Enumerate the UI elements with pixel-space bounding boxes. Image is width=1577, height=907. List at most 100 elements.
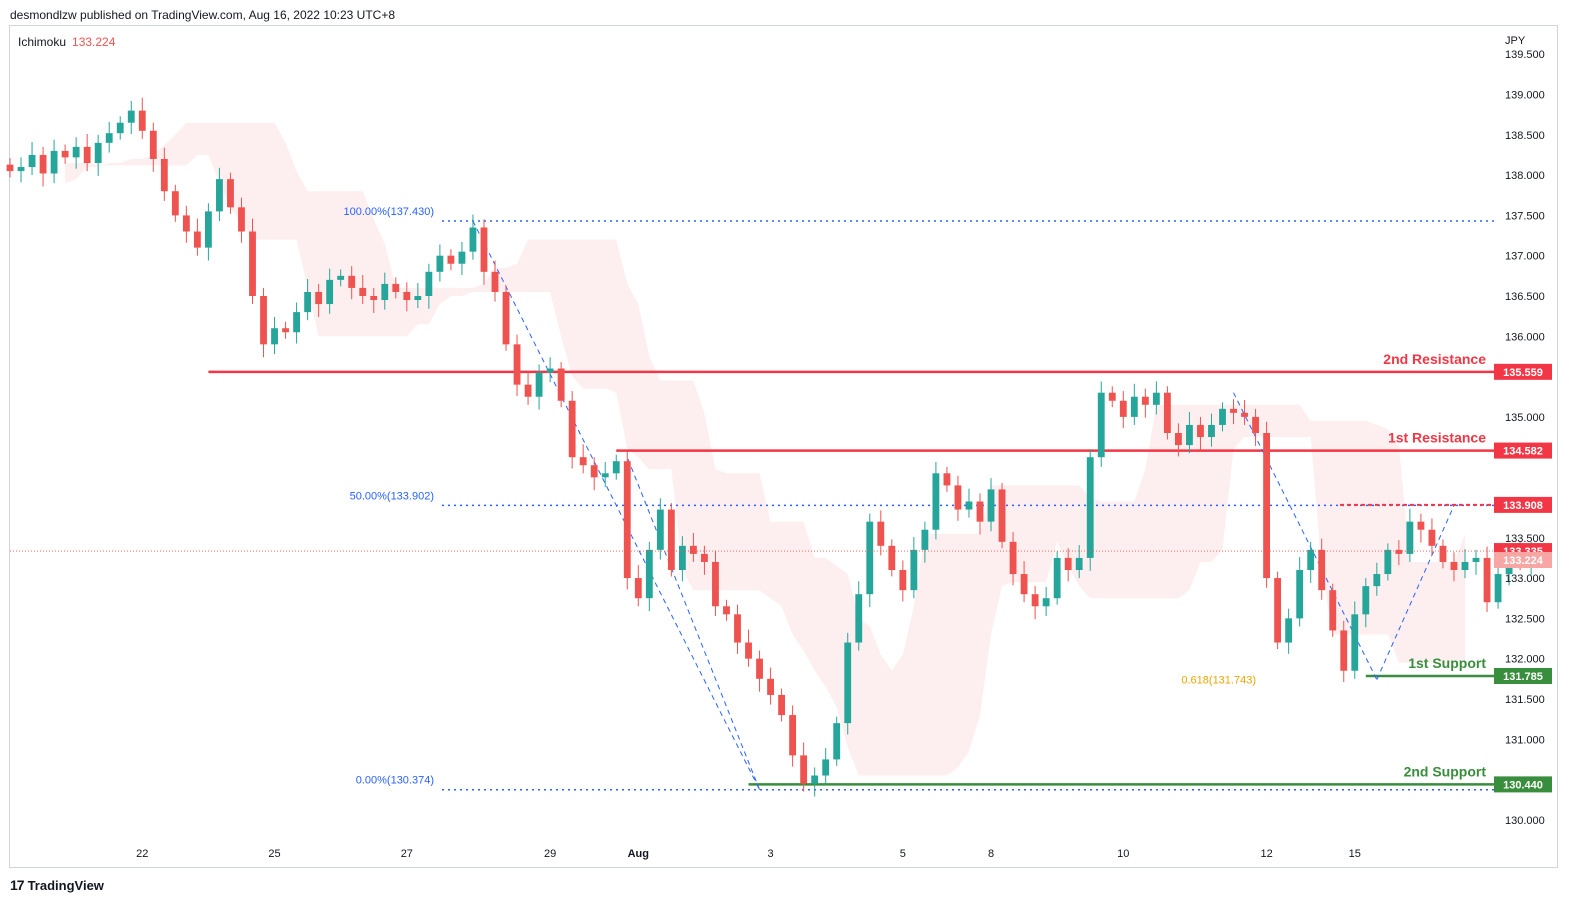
candle-body xyxy=(1417,521,1425,530)
candle-body xyxy=(1406,521,1414,554)
candle-body xyxy=(910,549,918,591)
candle-body xyxy=(293,312,301,333)
fib-label: 50.00%(133.902) xyxy=(350,490,434,502)
candle-body xyxy=(645,549,653,599)
candle-body xyxy=(1252,416,1259,433)
candle-body xyxy=(1130,396,1138,417)
candle-body xyxy=(524,384,532,397)
candle-body xyxy=(1141,396,1149,405)
x-tick-label: 29 xyxy=(544,848,556,860)
candle-body xyxy=(800,755,808,784)
candle-body xyxy=(557,368,565,401)
y-tick-label: 133.500 xyxy=(1505,533,1545,545)
candle-body xyxy=(1483,557,1491,603)
candle-body xyxy=(381,283,389,301)
candle-body xyxy=(116,122,124,134)
level-name: 2nd Support xyxy=(1404,763,1487,779)
price-tag-value: 133.224 xyxy=(1503,555,1544,567)
candle-body xyxy=(1318,549,1326,591)
ichimoku-cloud xyxy=(65,122,1466,776)
indicator-legend[interactable]: Ichimoku 133.224 xyxy=(18,35,115,49)
candle-body xyxy=(535,372,543,397)
indicator-value: 133.224 xyxy=(72,35,116,49)
candle-body xyxy=(568,400,576,458)
candle-body xyxy=(1230,408,1237,413)
x-tick-label: 27 xyxy=(401,848,413,860)
y-tick-label: 132.500 xyxy=(1505,613,1545,625)
candle-body xyxy=(127,110,135,123)
y-tick-label: 137.000 xyxy=(1505,251,1545,263)
candle-body xyxy=(965,501,973,510)
candle-body xyxy=(1340,630,1348,671)
candle-body xyxy=(61,150,69,158)
candle-body xyxy=(1472,557,1480,562)
candle-body xyxy=(491,271,499,292)
fib-label: 100.00%(137.430) xyxy=(343,206,434,218)
candle-body xyxy=(943,473,951,486)
price-tag xyxy=(1494,496,1552,513)
candle-body xyxy=(1307,549,1315,571)
candle-body xyxy=(833,723,841,760)
candle-body xyxy=(712,561,719,607)
tradingview-logo-icon: 17 xyxy=(10,877,25,893)
candle-body xyxy=(888,545,896,571)
candle-body xyxy=(1064,557,1072,571)
y-tick-label: 139.500 xyxy=(1505,49,1545,61)
support-resistance-levels: 2nd Resistance 135.559 1st Resistance 134.5… xyxy=(208,351,1552,793)
x-tick-label: 10 xyxy=(1117,848,1129,860)
candle-body xyxy=(1351,614,1359,671)
y-tick-label: 138.500 xyxy=(1505,130,1545,142)
candle-body xyxy=(987,489,995,522)
x-tick-label: 3 xyxy=(768,848,774,860)
level-tag xyxy=(1494,667,1552,684)
candle-body xyxy=(612,461,620,474)
candle-body xyxy=(590,465,598,478)
candle-body xyxy=(469,227,477,252)
candle-body xyxy=(667,509,675,571)
candle-body xyxy=(1119,400,1127,417)
candle-body xyxy=(238,207,245,232)
candle-body xyxy=(1075,557,1083,571)
candle-body xyxy=(72,146,80,158)
candle-body xyxy=(1428,529,1436,546)
level-tag xyxy=(1494,442,1552,459)
candle-body xyxy=(403,291,411,301)
candle-body xyxy=(1163,392,1171,433)
price-tag-value: 133.908 xyxy=(1503,500,1543,512)
level-tag xyxy=(1494,776,1552,793)
candle-body xyxy=(50,150,58,174)
level-value: 130.440 xyxy=(1503,779,1543,791)
candle-body xyxy=(1152,392,1160,405)
candle-body xyxy=(723,606,730,615)
candle-body xyxy=(227,179,234,208)
candle-body xyxy=(1395,549,1403,554)
y-tick-label: 135.000 xyxy=(1505,412,1545,424)
candle-body xyxy=(1053,557,1061,599)
candle-body xyxy=(359,287,367,296)
candle-body xyxy=(83,146,91,164)
candle-body xyxy=(811,775,819,784)
candle-body xyxy=(138,110,146,131)
candle-body xyxy=(1108,392,1116,401)
fib-connector xyxy=(1376,505,1455,680)
fibonacci-levels: 100.00%(137.430) 50.00%(133.902) 0.00%(130… xyxy=(343,206,1495,791)
candle-body xyxy=(1285,618,1293,643)
candle-body xyxy=(480,227,488,272)
candle-body xyxy=(1329,590,1337,631)
candle-body xyxy=(1384,549,1392,575)
x-tick-label: Aug xyxy=(628,848,649,860)
fib-ext-label: 0.618(131.743) xyxy=(1181,674,1256,686)
candle-body xyxy=(656,509,664,550)
fib-connector xyxy=(472,220,760,790)
candle-body xyxy=(502,291,510,345)
candle-body xyxy=(39,154,47,174)
x-tick-label: 25 xyxy=(268,848,280,860)
candle-body xyxy=(182,215,190,232)
footer-brand[interactable]: 17 TradingView xyxy=(10,877,104,893)
candle-body xyxy=(745,642,752,659)
candle-body xyxy=(1439,545,1447,562)
chart-frame xyxy=(9,25,1558,868)
candle-body xyxy=(1373,574,1381,587)
candle-body xyxy=(370,295,378,301)
